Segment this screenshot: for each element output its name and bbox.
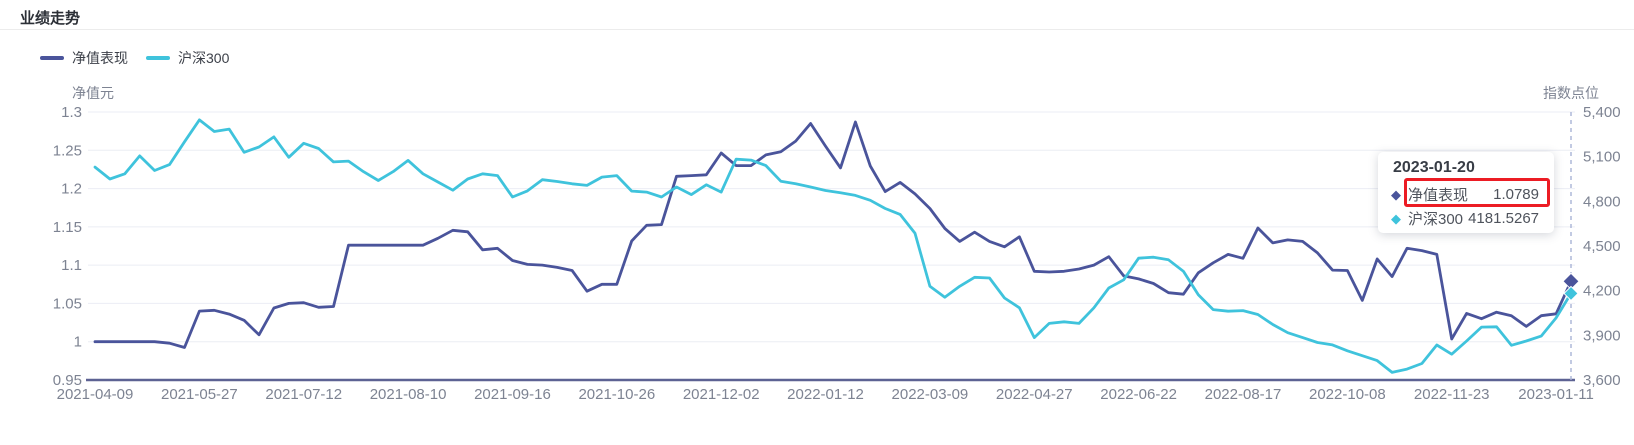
left-axis-tick-label: 1.25: [53, 142, 82, 159]
right-axis-title: 指数点位: [1543, 85, 1599, 101]
right-axis-tick-label: 4,200: [1583, 283, 1621, 300]
right-axis-tick-label: 5,400: [1583, 104, 1621, 121]
tooltip-date: 2023-01-20: [1393, 159, 1475, 176]
left-axis-tick-label: 1.15: [53, 219, 82, 236]
legend-item-net-value[interactable]: 净值表现: [40, 48, 128, 68]
net-value-legend-mark-icon: [40, 56, 64, 60]
csi300-diamond-icon: ◆: [1391, 210, 1401, 226]
right-axis-tick-label: 3,900: [1583, 327, 1621, 344]
left-axis-tick-label: 1.2: [61, 181, 82, 198]
x-axis-tick-label: 2021-12-02: [683, 386, 760, 403]
tooltip-row-csi300: ◆ 沪深300 4181.5267: [1391, 207, 1539, 229]
csi300-line[interactable]: [93, 118, 1573, 374]
left-axis-tick-label: 1.1: [61, 257, 82, 274]
chart-tooltip: 2023-01-20 ◆ 净值表现 1.0789 ◆ 沪深300 4181.52…: [1378, 152, 1554, 233]
csi300-legend-mark-icon: [146, 56, 170, 60]
left-axis-title: 净值元: [72, 85, 114, 101]
x-axis-tick-label: 2022-01-12: [787, 386, 864, 403]
panel-header: 业绩走势: [0, 0, 1634, 30]
panel-title: 业绩走势: [20, 10, 81, 27]
chart-legend: 净值表现 沪深300: [40, 48, 229, 68]
legend-label: 沪深300: [178, 50, 230, 66]
tooltip-series-value: 4181.5267: [1468, 209, 1539, 227]
x-axis-tick-label: 2022-10-08: [1309, 386, 1386, 403]
right-axis-tick-label: 5,100: [1583, 149, 1621, 166]
tooltip-series-label: 净值表现: [1408, 186, 1469, 204]
right-axis-tick-label: 3,600: [1583, 372, 1621, 389]
left-axis-tick-label: 1.3: [61, 104, 82, 121]
x-axis-tick-label: 2022-11-23: [1414, 386, 1490, 403]
net-value-diamond-icon: ◆: [1391, 186, 1401, 202]
net-value-line[interactable]: [93, 120, 1573, 349]
legend-item-csi300[interactable]: 沪深300: [146, 48, 229, 68]
x-axis-tick-label: 2022-08-17: [1205, 386, 1282, 403]
x-axis-tick-label: 2021-09-16: [474, 386, 551, 403]
x-axis-tick-label: 2022-04-27: [996, 386, 1073, 403]
tooltip-series-value: 1.0789: [1493, 185, 1539, 203]
csi300-endpoint-marker: [1563, 285, 1579, 302]
x-axis-tick-label: 2021-07-12: [265, 386, 342, 403]
left-axis-tick-label: 1.05: [53, 295, 82, 312]
x-axis-tick-label: 2022-03-09: [892, 386, 969, 403]
x-axis-tick-label: 2021-08-10: [370, 386, 447, 403]
x-axis-tick-label: 2022-06-22: [1100, 386, 1177, 403]
right-axis-tick-label: 4,500: [1583, 238, 1621, 255]
right-axis-tick-label: 4,800: [1583, 193, 1621, 210]
x-axis-tick-label: 2021-05-27: [161, 386, 238, 403]
left-axis-tick-label: 0.95: [53, 372, 82, 389]
x-axis-tick-label: 2021-04-09: [57, 386, 134, 403]
legend-label: 净值表现: [72, 50, 128, 66]
x-axis-tick-label: 2021-10-26: [578, 386, 655, 403]
left-axis-tick-label: 1: [74, 334, 82, 351]
x-axis-tick-label: 2023-01-11: [1518, 386, 1594, 403]
tooltip-row-net-value: ◆ 净值表现 1.0789: [1391, 183, 1539, 205]
tooltip-series-label: 沪深300: [1408, 210, 1464, 228]
